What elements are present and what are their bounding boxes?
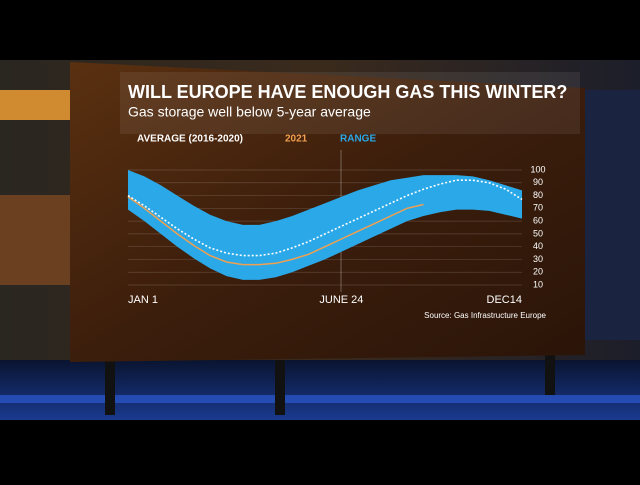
studio-light bbox=[0, 90, 70, 120]
range-band bbox=[128, 170, 522, 280]
plot: 10 20 30 40 50 60 70 80 90 100 JAN 1 JUNE 24 DEC14 AV… bbox=[127, 134, 546, 306]
studio-screen bbox=[585, 90, 640, 340]
y-tick-label: 100 bbox=[530, 164, 545, 174]
panel-leg bbox=[105, 355, 115, 415]
chart-subtitle: Gas storage well below 5-year average bbox=[128, 104, 371, 120]
y-tick-label: 80 bbox=[533, 190, 543, 200]
y-tick-label: 10 bbox=[533, 279, 543, 289]
panel-leg bbox=[545, 355, 555, 395]
legend-entry: 2021 bbox=[285, 134, 308, 145]
line-average bbox=[127, 179, 523, 257]
chart-title: WILL EUROPE HAVE ENOUGH GAS THIS WINTER? bbox=[128, 82, 567, 102]
source-note: Source: Gas Infrastructure Europe bbox=[424, 311, 546, 320]
x-tick-label: JAN 1 bbox=[128, 294, 158, 306]
x-tick-label: JUNE 24 bbox=[319, 294, 363, 306]
y-tick-label: 90 bbox=[533, 177, 543, 187]
floor-light bbox=[0, 395, 640, 403]
studio-wall bbox=[0, 195, 70, 285]
y-tick-label: 20 bbox=[533, 267, 543, 277]
studio-floor bbox=[0, 360, 640, 420]
panel-leg bbox=[275, 360, 285, 415]
x-tick-label: DEC14 bbox=[487, 294, 522, 306]
legend-entry: RANGE bbox=[340, 134, 376, 145]
y-tick-label: 70 bbox=[533, 203, 543, 213]
legend-entry: AVERAGE (2016-2020) bbox=[137, 134, 243, 145]
y-tick-label: 60 bbox=[533, 215, 543, 225]
y-tick-label: 50 bbox=[533, 228, 543, 238]
title-bar bbox=[120, 72, 580, 134]
y-tick-label: 40 bbox=[533, 241, 543, 251]
y-tick-label: 30 bbox=[533, 254, 543, 264]
line-2021 bbox=[127, 196, 424, 266]
